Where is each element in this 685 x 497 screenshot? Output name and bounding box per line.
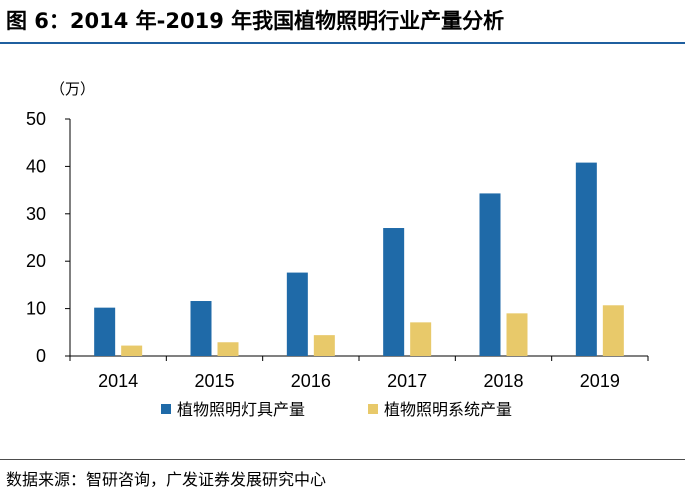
- x-tick-label: 2014: [98, 371, 138, 391]
- bar-fixture-2016: [286, 272, 308, 356]
- y-unit-label: （万）: [50, 80, 95, 98]
- bar-system-2018: [506, 313, 528, 356]
- legend-swatch: [161, 404, 171, 414]
- legend: 植物照明灯具产量 植物照明系统产量: [161, 400, 512, 419]
- x-tick-label: 2018: [483, 371, 523, 391]
- bar-chart: （万） 0 10 20 30 40 50 2014 2015 2016 2017 2018 2019…: [26, 80, 649, 419]
- x-tick-label: 2016: [291, 371, 331, 391]
- legend-swatch: [368, 404, 378, 414]
- title-rule: [0, 42, 685, 44]
- y-tick-label: 20: [26, 251, 46, 271]
- y-tick-label: 50: [26, 109, 46, 129]
- bars: [94, 162, 624, 356]
- legend-label: 植物照明系统产量: [384, 400, 512, 419]
- x-tick-label: 2017: [387, 371, 427, 391]
- bar-fixture-2017: [383, 228, 405, 356]
- bar-system-2015: [217, 342, 239, 356]
- y-tick-label: 40: [26, 156, 46, 176]
- bar-fixture-2019: [575, 162, 597, 356]
- y-tick-label: 30: [26, 204, 46, 224]
- footer-rule: [0, 459, 685, 460]
- source-note: 数据来源：智研咨询，广发证券发展研究中心: [6, 470, 327, 489]
- bar-fixture-2014: [94, 307, 116, 356]
- x-tick-label: 2015: [194, 371, 234, 391]
- y-axis: 0 10 20 30 40 50: [26, 109, 71, 366]
- legend-label: 植物照明灯具产量: [177, 400, 305, 419]
- bar-system-2014: [121, 345, 143, 356]
- bar-system-2017: [410, 322, 432, 356]
- x-tick-label: 2019: [580, 371, 620, 391]
- y-tick-label: 0: [36, 346, 46, 366]
- figure-title: 图 6：2014 年-2019 年我国植物照明行业产量分析: [6, 9, 505, 33]
- bar-fixture-2015: [190, 301, 212, 356]
- x-axis: 2014 2015 2016 2017 2018 2019: [69, 355, 649, 391]
- bar-fixture-2018: [479, 193, 501, 356]
- bar-system-2019: [602, 305, 624, 356]
- y-tick-label: 10: [26, 299, 46, 319]
- bar-system-2016: [313, 335, 335, 356]
